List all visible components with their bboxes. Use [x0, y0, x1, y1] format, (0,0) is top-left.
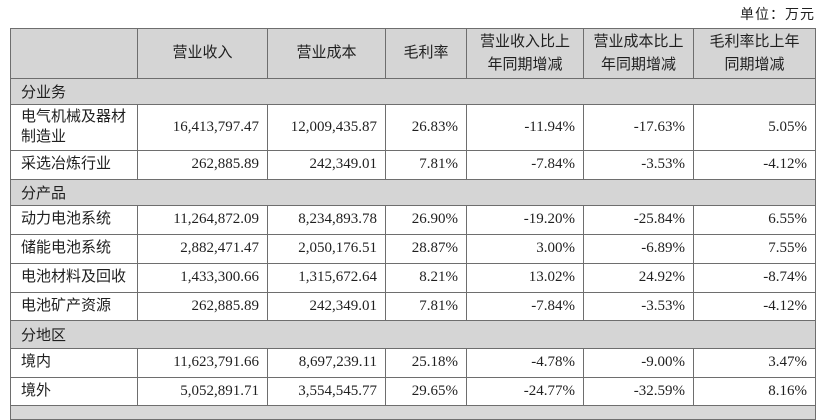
revenue-yoy-cell: -7.84%	[466, 149, 584, 180]
cost-yoy-cell: -3.53%	[583, 291, 694, 321]
revenue-cell: 2,882,471.47	[137, 233, 268, 264]
section-row-business: 分业务	[10, 78, 816, 105]
row-label-cell: 境外	[10, 376, 138, 406]
cost-cell: 242,349.01	[267, 291, 386, 321]
revenue-yoy-cell: -24.77%	[466, 376, 584, 406]
header-row: 营业收入 营业成本 毛利率 营业收入比上年同期增减 营业成本比上年同期增减 毛利…	[10, 28, 816, 79]
table-row: 电气机械及器材制造业 16,413,797.47 12,009,435.87 2…	[10, 104, 816, 151]
section-title: 分产品	[10, 178, 816, 206]
margin-yoy-cell: 7.55%	[693, 233, 816, 264]
row-label-cell: 电池材料及回收	[10, 262, 138, 293]
col-header-revenue: 营业收入	[137, 28, 268, 79]
table-row: 电池矿产资源 262,885.89 242,349.01 7.81% -7.84…	[10, 291, 816, 321]
row-label-cell: 采选冶炼行业	[10, 149, 138, 180]
col-header-revenue-yoy: 营业收入比上年同期增减	[466, 28, 584, 79]
margin-cell: 7.81%	[385, 291, 467, 321]
margin-yoy-cell: 8.16%	[693, 376, 816, 406]
corner-header-cell	[10, 28, 138, 79]
table-row: 电池材料及回收 1,433,300.66 1,315,672.64 8.21% …	[10, 262, 816, 293]
section-title: 分地区	[10, 319, 816, 349]
margin-cell: 26.83%	[385, 104, 467, 151]
section-row-partial	[10, 404, 816, 420]
revenue-yoy-cell: -19.20%	[466, 204, 584, 235]
revenue-cell: 16,413,797.47	[137, 104, 268, 151]
cost-yoy-cell: -25.84%	[583, 204, 694, 235]
revenue-yoy-cell: -4.78%	[466, 347, 584, 378]
revenue-yoy-cell: 3.00%	[466, 233, 584, 264]
table-row: 境外 5,052,891.71 3,554,545.77 29.65% -24.…	[10, 376, 816, 406]
row-label-cell: 电气机械及器材制造业	[10, 104, 138, 151]
margin-cell: 7.81%	[385, 149, 467, 180]
section-row-region: 分地区	[10, 319, 816, 349]
row-label-cell: 电池矿产资源	[10, 291, 138, 321]
cost-yoy-cell: -6.89%	[583, 233, 694, 264]
margin-yoy-cell: -8.74%	[693, 262, 816, 293]
margin-yoy-cell: -4.12%	[693, 149, 816, 180]
table-row: 储能电池系统 2,882,471.47 2,050,176.51 28.87% …	[10, 233, 816, 264]
margin-cell: 25.18%	[385, 347, 467, 378]
cost-yoy-cell: 24.92%	[583, 262, 694, 293]
row-label-cell: 储能电池系统	[10, 233, 138, 264]
col-header-margin-yoy-text: 毛利率比上年同期增减	[709, 34, 800, 73]
cost-cell: 2,050,176.51	[267, 233, 386, 264]
partial-section-cell	[10, 404, 816, 420]
table-row: 境内 11,623,791.66 8,697,239.11 25.18% -4.…	[10, 347, 816, 378]
revenue-cell: 11,264,872.09	[137, 204, 268, 235]
margin-cell: 28.87%	[385, 233, 467, 264]
section-title: 分业务	[10, 78, 816, 105]
revenue-cell: 5,052,891.71	[137, 376, 268, 406]
col-header-margin: 毛利率	[385, 28, 467, 79]
col-header-cost: 营业成本	[267, 28, 386, 79]
cost-yoy-cell: -17.63%	[583, 104, 694, 151]
margin-cell: 26.90%	[385, 204, 467, 235]
cost-cell: 12,009,435.87	[267, 104, 386, 151]
revenue-yoy-cell: -7.84%	[466, 291, 584, 321]
cost-cell: 8,697,239.11	[267, 347, 386, 378]
col-header-cost-yoy-text: 营业成本比上年同期增减	[593, 34, 684, 73]
table-row: 采选冶炼行业 262,885.89 242,349.01 7.81% -7.84…	[10, 149, 816, 180]
revenue-cell: 262,885.89	[137, 149, 268, 180]
revenue-yoy-cell: -11.94%	[466, 104, 584, 151]
col-header-revenue-yoy-text: 营业收入比上年同期增减	[479, 34, 570, 73]
margin-cell: 29.65%	[385, 376, 467, 406]
revenue-cell: 1,433,300.66	[137, 262, 268, 293]
cost-cell: 242,349.01	[267, 149, 386, 180]
section-row-product: 分产品	[10, 178, 816, 206]
cost-cell: 8,234,893.78	[267, 204, 386, 235]
row-label-cell: 境内	[10, 347, 138, 378]
revenue-cell: 262,885.89	[137, 291, 268, 321]
row-label-cell: 动力电池系统	[10, 204, 138, 235]
revenue-yoy-cell: 13.02%	[466, 262, 584, 293]
segment-performance-table: 营业收入 营业成本 毛利率 营业收入比上年同期增减 营业成本比上年同期增减 毛利…	[10, 28, 816, 420]
table-row: 动力电池系统 11,264,872.09 8,234,893.78 26.90%…	[10, 204, 816, 235]
cost-cell: 1,315,672.64	[267, 262, 386, 293]
cost-cell: 3,554,545.77	[267, 376, 386, 406]
unit-label: 单位：万元	[740, 8, 815, 23]
col-header-margin-yoy: 毛利率比上年同期增减	[693, 28, 816, 79]
margin-yoy-cell: 6.55%	[693, 204, 816, 235]
cost-yoy-cell: -9.00%	[583, 347, 694, 378]
cost-yoy-cell: -32.59%	[583, 376, 694, 406]
margin-yoy-cell: 5.05%	[693, 104, 816, 151]
margin-yoy-cell: 3.47%	[693, 347, 816, 378]
revenue-cell: 11,623,791.66	[137, 347, 268, 378]
cost-yoy-cell: -3.53%	[583, 149, 694, 180]
margin-cell: 8.21%	[385, 262, 467, 293]
margin-yoy-cell: -4.12%	[693, 291, 816, 321]
col-header-cost-yoy: 营业成本比上年同期增减	[583, 28, 694, 79]
